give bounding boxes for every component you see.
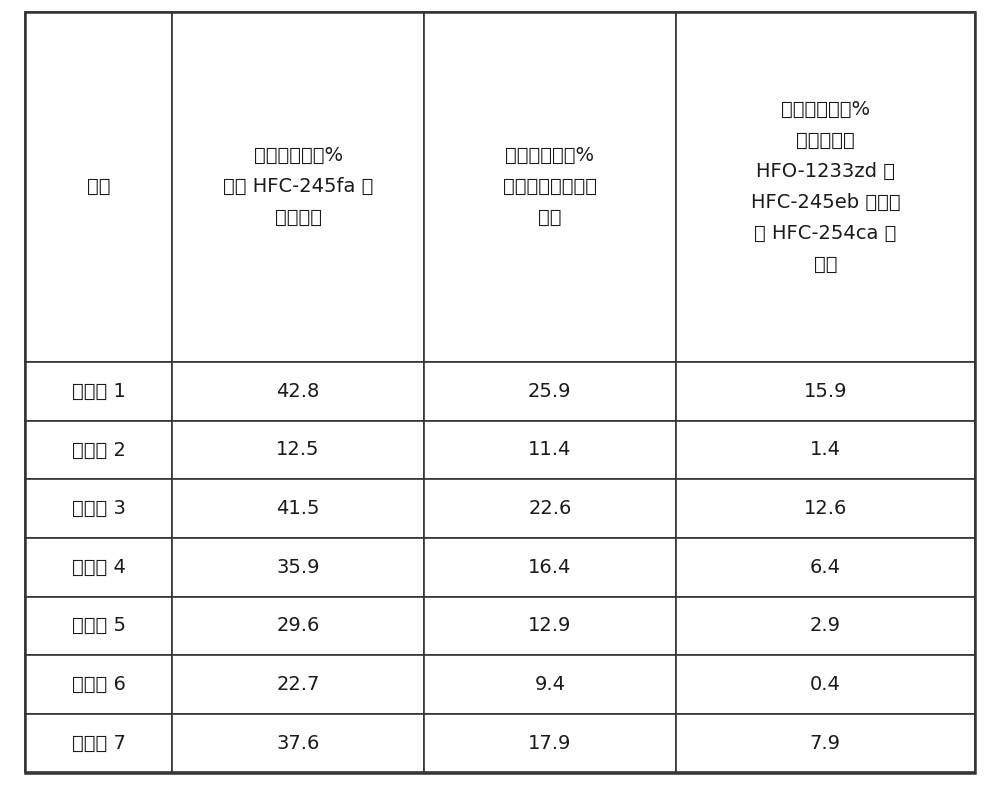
Text: 6.4: 6.4 <box>810 558 841 577</box>
Bar <box>676 12 975 362</box>
Text: 实施例 5: 实施例 5 <box>72 616 126 635</box>
Bar <box>676 538 975 597</box>
Text: 9.4: 9.4 <box>534 675 565 694</box>
Bar <box>172 538 424 597</box>
Text: 41.5: 41.5 <box>276 499 320 518</box>
Text: 22.7: 22.7 <box>276 675 320 694</box>
Text: 25.9: 25.9 <box>528 382 572 401</box>
Bar <box>172 421 424 480</box>
Text: 7.9: 7.9 <box>810 734 841 753</box>
Bar <box>676 597 975 655</box>
Bar <box>424 12 676 362</box>
Text: 工质: 工质 <box>87 177 110 196</box>
Bar <box>424 597 676 655</box>
Text: 12.5: 12.5 <box>276 440 320 459</box>
Text: 17.9: 17.9 <box>528 734 572 753</box>
Text: 37.6: 37.6 <box>276 734 320 753</box>
Bar <box>172 714 424 772</box>
Text: 12.9: 12.9 <box>528 616 572 635</box>
Text: 实施例 1: 实施例 1 <box>72 382 126 401</box>
Text: 15.9: 15.9 <box>804 382 847 401</box>
Text: 实施例 7: 实施例 7 <box>72 734 126 753</box>
Text: 42.8: 42.8 <box>276 382 320 401</box>
Bar <box>676 655 975 714</box>
Bar <box>172 655 424 714</box>
Bar <box>676 362 975 421</box>
Text: 16.4: 16.4 <box>528 558 572 577</box>
Bar <box>676 421 975 480</box>
Text: 12.6: 12.6 <box>804 499 847 518</box>
Bar <box>25 714 172 772</box>
Bar <box>424 362 676 421</box>
Bar <box>25 538 172 597</box>
Text: 11.4: 11.4 <box>528 440 572 459</box>
Bar <box>424 655 676 714</box>
Text: 导热系数降低%
（与 HFC-245fa 体
系相比）: 导热系数降低% （与 HFC-245fa 体 系相比） <box>223 147 373 228</box>
Bar <box>25 597 172 655</box>
Text: 1.4: 1.4 <box>810 440 841 459</box>
Bar <box>25 12 172 362</box>
Text: 实施例 4: 实施例 4 <box>72 558 126 577</box>
Bar <box>676 714 975 772</box>
Bar <box>172 362 424 421</box>
Bar <box>172 597 424 655</box>
Text: 导热系数降低%
（与同比例
HFO-1233zd 与
HFC-245eb 混合不
加 HFC-254ca 相
比）: 导热系数降低% （与同比例 HFO-1233zd 与 HFC-245eb 混合不… <box>751 100 900 274</box>
Text: 导热系数降低%
（与环戊烷体系相
比）: 导热系数降低% （与环戊烷体系相 比） <box>503 147 597 228</box>
Bar <box>172 12 424 362</box>
Text: 29.6: 29.6 <box>276 616 320 635</box>
Text: 35.9: 35.9 <box>276 558 320 577</box>
Bar <box>25 480 172 538</box>
Bar <box>25 362 172 421</box>
Bar <box>676 480 975 538</box>
Text: 实施例 3: 实施例 3 <box>72 499 126 518</box>
Bar <box>25 421 172 480</box>
Text: 2.9: 2.9 <box>810 616 841 635</box>
Bar <box>25 655 172 714</box>
Bar <box>424 421 676 480</box>
Text: 实施例 2: 实施例 2 <box>72 440 126 459</box>
Bar <box>424 714 676 772</box>
Text: 0.4: 0.4 <box>810 675 841 694</box>
Bar <box>424 538 676 597</box>
Text: 22.6: 22.6 <box>528 499 572 518</box>
Bar <box>424 480 676 538</box>
Bar <box>172 480 424 538</box>
Text: 实施例 6: 实施例 6 <box>72 675 126 694</box>
